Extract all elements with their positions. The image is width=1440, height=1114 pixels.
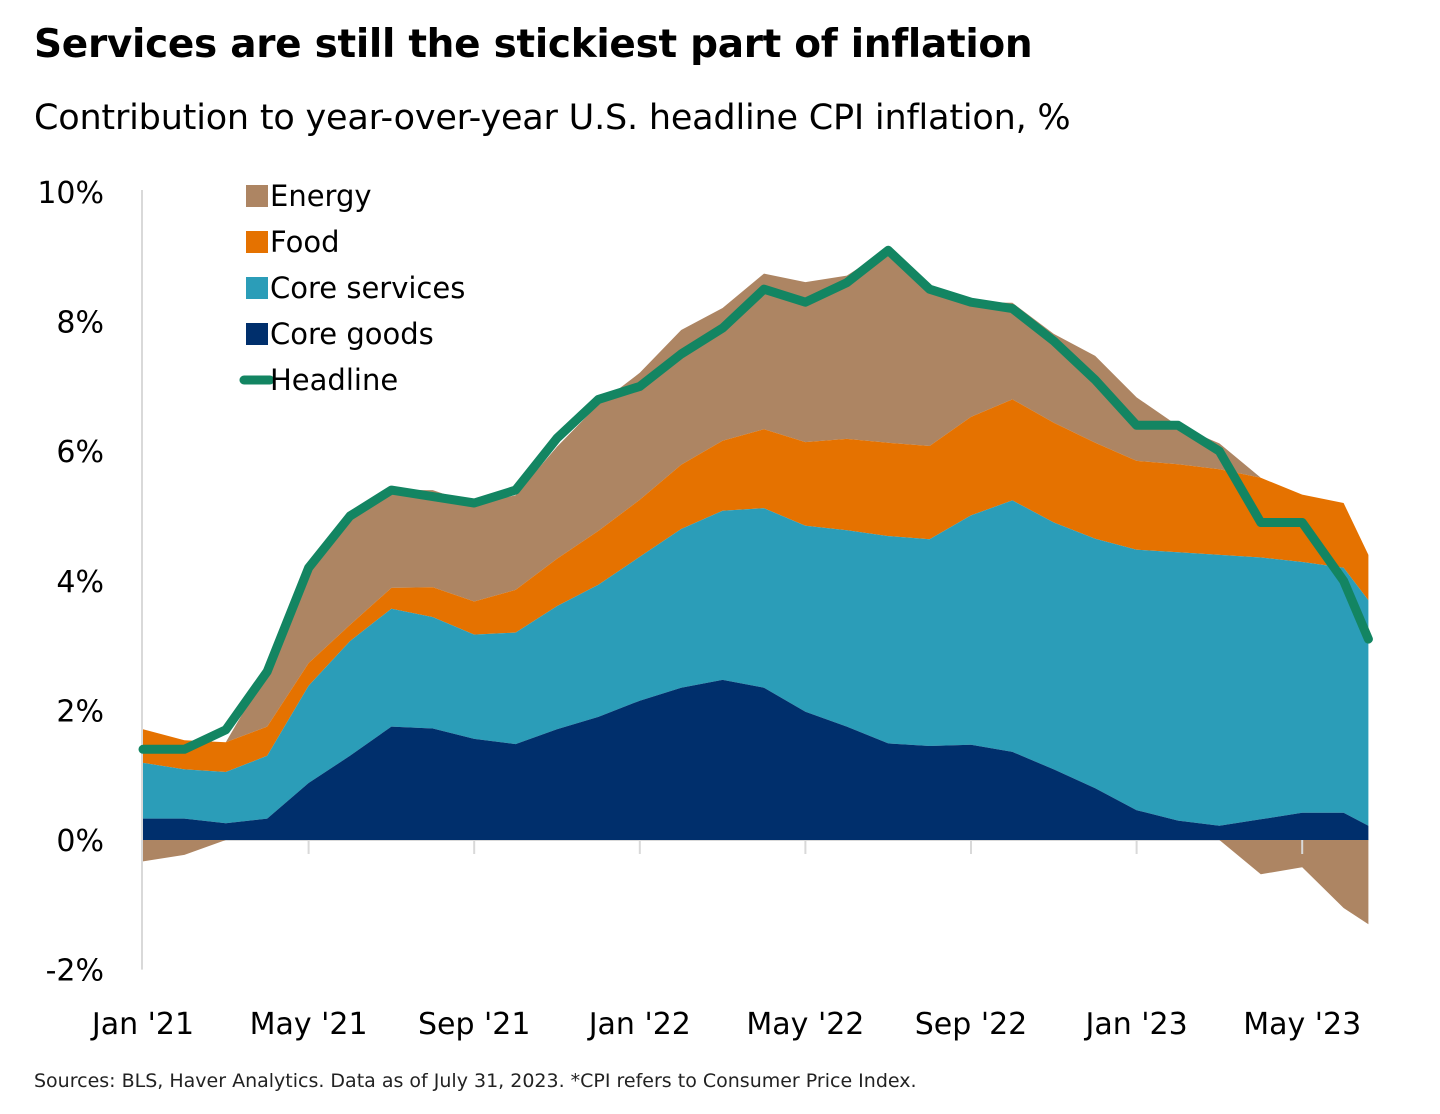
area-food — [143, 399, 1369, 772]
x-tick-label: Jan '21 — [90, 1007, 194, 1042]
chart-legend: Energy Food Core services Core goods Headlin… — [239, 179, 465, 397]
legend-item-energy: Energy — [246, 179, 372, 213]
x-tick-label: Jan '23 — [1083, 1007, 1187, 1042]
area-energy-negative — [143, 840, 1369, 925]
stacked-areas — [143, 249, 1369, 925]
legend-swatch — [246, 185, 268, 207]
area-energy — [143, 249, 1369, 743]
legend-swatch — [246, 231, 268, 253]
headline-line-layer — [138, 245, 1373, 754]
y-tick-label: 0% — [56, 824, 104, 859]
headline-line — [138, 245, 1373, 754]
x-tick-label: May '22 — [746, 1007, 864, 1042]
y-tick-label: 6% — [56, 435, 104, 470]
chart-title: Services are still the stickiest part of… — [34, 22, 1033, 67]
y-tick-label: 4% — [56, 565, 104, 600]
legend-item-core-services: Core services — [246, 271, 465, 305]
legend-swatch — [246, 323, 268, 345]
x-tick-label: May '23 — [1243, 1007, 1361, 1042]
area-core-goods — [143, 679, 1369, 840]
area-core-services — [143, 500, 1369, 826]
y-tick-label: 8% — [56, 306, 104, 341]
legend-item-core-goods: Core goods — [246, 317, 434, 351]
legend-label: Core goods — [270, 317, 434, 351]
legend-label: Food — [270, 225, 340, 259]
y-tick-label: -2% — [46, 954, 104, 989]
legend-label: Headline — [270, 363, 398, 397]
legend-label: Energy — [270, 179, 372, 213]
x-tick-label: Sep '22 — [915, 1007, 1028, 1042]
chart-footnote: Sources: BLS, Haver Analytics. Data as o… — [34, 1070, 917, 1092]
y-tick-label: 2% — [56, 694, 104, 729]
legend-item-headline: Headline — [239, 363, 398, 397]
axis-tick-labels: Jan '21 May '21 Sep '21 Jan '22 May '22 Sep '… — [37, 176, 1361, 1042]
x-tick-label: Sep '21 — [418, 1007, 531, 1042]
chart-subtitle: Contribution to year-over-year U.S. head… — [34, 98, 1071, 138]
legend-item-food: Food — [246, 225, 340, 259]
legend-swatch — [246, 277, 268, 299]
x-tick-label: May '21 — [250, 1007, 368, 1042]
y-tick-label: 10% — [37, 176, 104, 211]
legend-label: Core services — [270, 271, 465, 305]
x-tick-label: Jan '22 — [587, 1007, 691, 1042]
